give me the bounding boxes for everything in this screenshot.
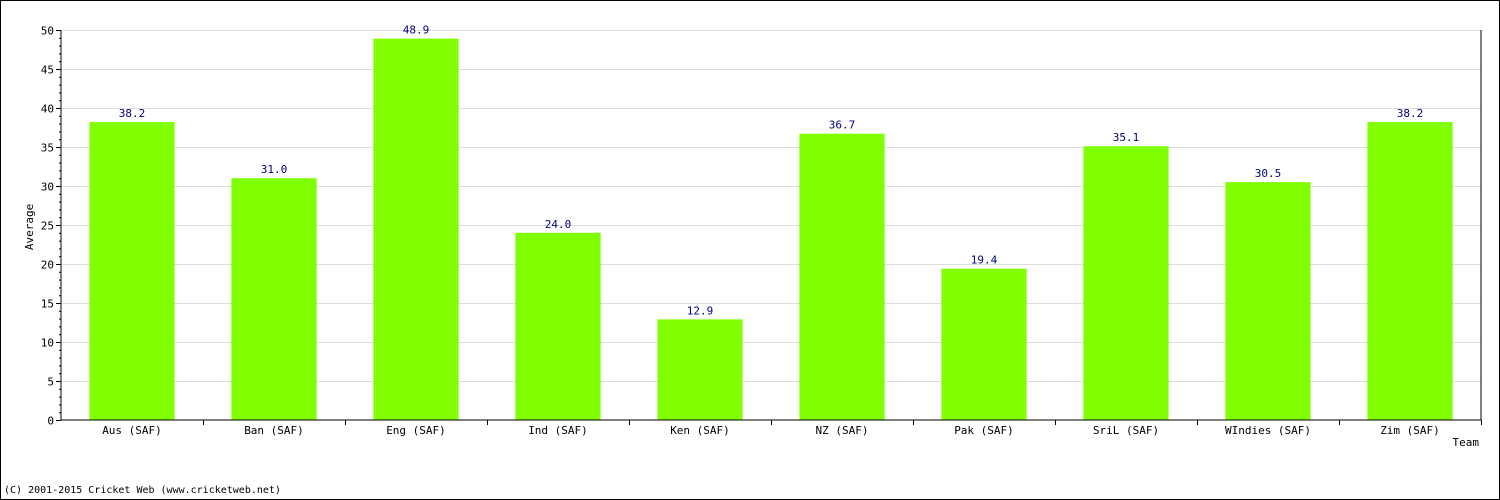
y-axis-title: Average: [23, 204, 36, 250]
x-tick-label: NZ (SAF): [816, 424, 869, 437]
bar-value-label: 12.9: [687, 304, 714, 317]
y-tick-label: 50: [41, 25, 54, 38]
y-tick-label: 25: [41, 220, 54, 233]
x-tick-label: Pak (SAF): [954, 424, 1014, 437]
bar-value-label: 24.0: [545, 218, 572, 231]
bar: [941, 268, 1027, 420]
copyright-text: (C) 2001-2015 Cricket Web (www.cricketwe…: [4, 485, 281, 496]
labels: 0 5 10 15 20 25 30 35 40 45 50 38.2 Aus (SAF) 31.0 Ban…: [41, 24, 1440, 437]
y-tick-label: 40: [41, 103, 54, 116]
x-tick-label: Eng (SAF): [386, 424, 446, 437]
bar: [1225, 182, 1311, 420]
x-axis-title: Team: [1453, 436, 1480, 449]
y-tick-label: 0: [47, 415, 54, 428]
bar-value-label: 38.2: [119, 107, 146, 120]
bar: [1083, 146, 1169, 420]
y-tick-label: 20: [41, 259, 54, 272]
bar-value-label: 38.2: [1397, 107, 1424, 120]
x-tick-label: Ken (SAF): [670, 424, 730, 437]
x-tick-label: Zim (SAF): [1380, 424, 1440, 437]
bar-value-label: 30.5: [1255, 167, 1282, 180]
y-tick-label: 5: [47, 376, 54, 389]
x-tick-label: WIndies (SAF): [1225, 424, 1311, 437]
y-tick-label: 45: [41, 64, 54, 77]
bar: [799, 133, 885, 421]
bar: [657, 319, 743, 420]
x-tick-label: Ind (SAF): [528, 424, 588, 437]
ticks: [56, 30, 1482, 425]
bar-value-label: 36.7: [829, 119, 856, 132]
bar-value-label: 48.9: [403, 24, 430, 37]
y-tick-label: 15: [41, 298, 54, 311]
bar-value-label: 35.1: [1113, 131, 1140, 144]
y-tick-label: 35: [41, 142, 54, 155]
x-tick-label: SriL (SAF): [1093, 424, 1159, 437]
bar: [1367, 122, 1453, 420]
y-tick-label: 10: [41, 337, 54, 350]
bar: [231, 178, 317, 420]
bar: [515, 232, 601, 420]
bar: [89, 122, 175, 420]
bar-value-label: 19.4: [971, 254, 998, 267]
bars: [89, 38, 1453, 421]
x-tick-label: Aus (SAF): [102, 424, 162, 437]
bar-value-label: 31.0: [261, 163, 288, 176]
y-tick-label: 30: [41, 181, 54, 194]
bar: [373, 38, 459, 421]
x-tick-label: Ban (SAF): [244, 424, 304, 437]
